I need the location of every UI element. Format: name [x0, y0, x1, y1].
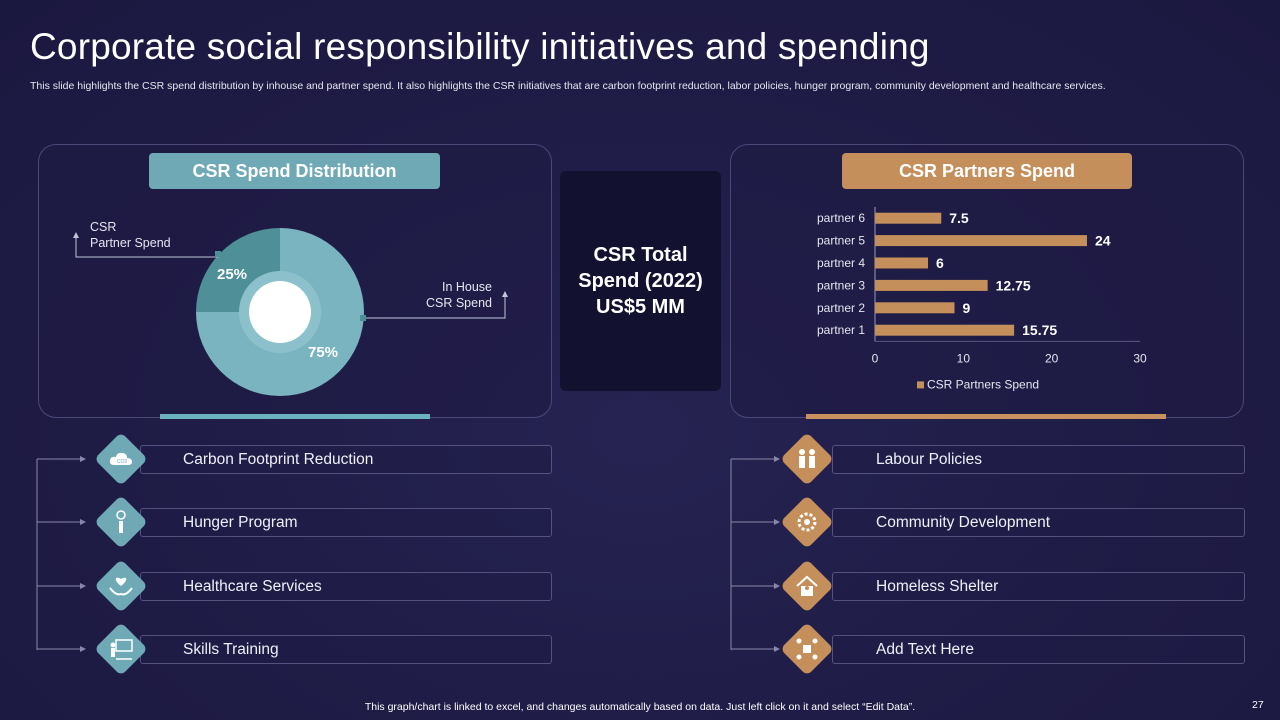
- initiative-label: Labour Policies: [876, 450, 982, 468]
- shelter-house-icon: [792, 571, 822, 601]
- bar-category-label: partner 6: [817, 211, 865, 225]
- bar-data-label: 12.75: [996, 277, 1031, 293]
- left-connectors: [36, 456, 86, 652]
- inhouse-pct-label: 75%: [308, 344, 339, 361]
- right-connectors: [730, 456, 780, 652]
- initiative-right-2[interactable]: Community Development: [832, 508, 1245, 537]
- bar-partner-6[interactable]: [875, 212, 942, 224]
- bar-category-label: partner 3: [817, 278, 865, 292]
- connector-arrow: [80, 646, 86, 652]
- initiative-label: Homeless Shelter: [876, 577, 999, 595]
- bar-data-label: 15.75: [1022, 322, 1057, 338]
- initiative-label: Skills Training: [183, 640, 279, 658]
- bar-partner-2[interactable]: [875, 302, 955, 314]
- footer-note: This graph/chart is linked to excel, and…: [364, 701, 916, 713]
- bar-data-label: 6: [936, 255, 944, 271]
- total-spend-box: CSR Total Spend (2022) US$5 MM: [560, 171, 721, 391]
- bar-x-tick-label: 10: [957, 351, 971, 365]
- community-gear-icon: [792, 507, 822, 537]
- connector-arrow: [80, 583, 86, 589]
- hunger-icon: [106, 507, 136, 537]
- total-spend-line1: CSR Total: [593, 244, 688, 266]
- bar-data-label: 9: [963, 300, 971, 316]
- partners-spend-header: CSR Partners Spend: [842, 153, 1132, 189]
- partner-spend-label-line2: Partner Spend: [90, 236, 171, 250]
- network-icon: [792, 634, 822, 664]
- connector-arrow: [774, 583, 780, 589]
- bar-partner-3[interactable]: [875, 279, 988, 291]
- initiative-label: Add Text Here: [876, 640, 974, 658]
- bar-partner-1[interactable]: [875, 324, 1015, 336]
- page-title: Corporate social responsibility initiati…: [30, 26, 930, 67]
- left-panel-underline: [160, 414, 430, 419]
- initiative-left-2[interactable]: Hunger Program: [140, 508, 552, 537]
- donut-center: [249, 281, 311, 343]
- partners-bar-chart[interactable]: partner 1 15.75 partner 2 9 partner 3 12.75 pa…: [790, 200, 1170, 400]
- bar-category-label: partner 2: [817, 301, 865, 315]
- initiative-left-1[interactable]: Carbon Footprint Reduction: [140, 445, 552, 474]
- donut-callouts: [73, 232, 508, 321]
- total-spend-line2: Spend (2022): [578, 270, 703, 292]
- bar-partner-5[interactable]: [875, 235, 1087, 247]
- initiative-left-4[interactable]: Skills Training: [140, 635, 552, 664]
- partner-callout-dot: [215, 251, 221, 257]
- partner-callout-arrow: [73, 232, 79, 238]
- workers-icon: [792, 444, 822, 474]
- initiative-label: Carbon Footprint Reduction: [183, 450, 374, 468]
- inhouse-callout-dot: [360, 315, 366, 321]
- bar-category-label: partner 1: [817, 323, 865, 337]
- page-number: 27: [1252, 699, 1264, 711]
- connector-arrow: [774, 456, 780, 462]
- training-board-icon: [106, 634, 136, 664]
- total-spend-line3: US$5 MM: [596, 296, 685, 318]
- initiative-left-3[interactable]: Healthcare Services: [140, 572, 552, 601]
- initiative-right-4[interactable]: Add Text Here: [832, 635, 1245, 664]
- healthcare-hands-icon: [106, 571, 136, 601]
- bar-x-tick-label: 0: [872, 351, 879, 365]
- co2-cloud-icon: CO2: [106, 444, 136, 474]
- connector-arrow: [774, 519, 780, 525]
- donut-chart[interactable]: [190, 222, 370, 402]
- partner-pct-label: 25%: [217, 266, 248, 283]
- inhouse-spend-label: In House CSR Spend: [422, 279, 492, 311]
- inhouse-callout-arrow: [502, 291, 508, 297]
- partner-spend-label-line1: CSR: [90, 220, 117, 234]
- spend-distribution-header: CSR Spend Distribution: [149, 153, 440, 189]
- legend-label: CSR Partners Spend: [927, 377, 1039, 391]
- inhouse-spend-label-line2: CSR Spend: [425, 296, 492, 310]
- inhouse-callout-line: [363, 296, 506, 319]
- page-subtitle: This slide highlights the CSR spend dist…: [30, 80, 1106, 92]
- initiative-right-1[interactable]: Labour Policies: [832, 445, 1245, 474]
- bar-partner-4[interactable]: [875, 257, 928, 269]
- initiative-label: Community Development: [876, 513, 1051, 531]
- connector-arrow: [774, 646, 780, 652]
- partner-spend-label: CSR Partner Spend: [90, 219, 171, 251]
- inhouse-spend-label-line1: In House: [441, 280, 492, 294]
- bar-category-label: partner 5: [817, 234, 865, 248]
- initiative-label: Healthcare Services: [183, 577, 322, 595]
- legend-swatch: [917, 381, 924, 389]
- connector-arrow: [80, 519, 86, 525]
- bar-category-label: partner 4: [817, 256, 865, 270]
- bar-data-label: 24: [1095, 233, 1111, 249]
- initiative-label: Hunger Program: [183, 513, 298, 531]
- connector-arrow: [80, 456, 86, 462]
- bar-x-tick-label: 30: [1133, 351, 1147, 365]
- bar-x-tick-label: 20: [1045, 351, 1059, 365]
- initiative-right-3[interactable]: Homeless Shelter: [832, 572, 1245, 601]
- svg-text:CO2: CO2: [117, 459, 128, 465]
- right-panel-underline: [806, 414, 1166, 419]
- bar-data-label: 7.5: [949, 210, 969, 226]
